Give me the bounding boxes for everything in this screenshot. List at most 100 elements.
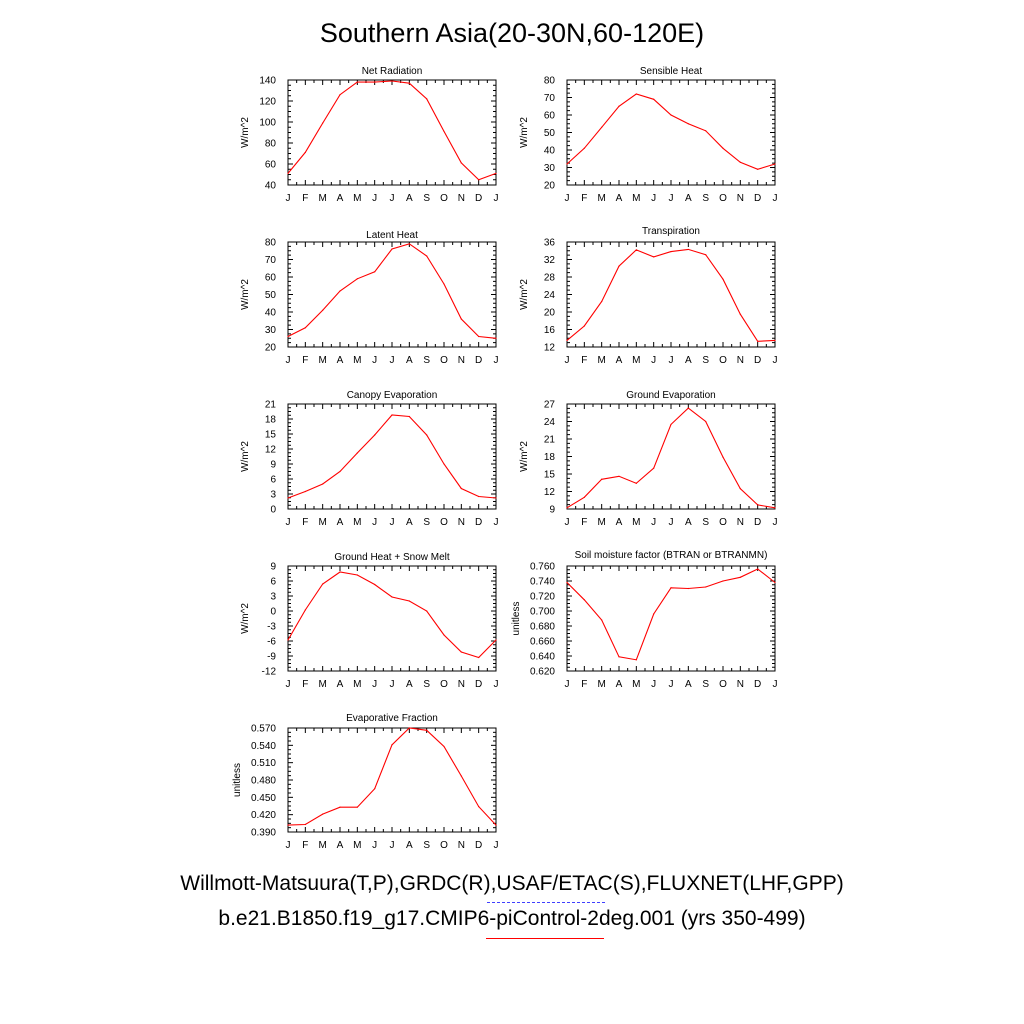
y-tick-label: 9: [270, 460, 276, 471]
data-point: [635, 482, 637, 484]
x-tick-label: J: [286, 355, 291, 366]
x-tick-label: S: [423, 840, 430, 851]
x-tick-label: A: [616, 355, 623, 366]
y-tick-label: 0.510: [251, 758, 276, 769]
data-point: [687, 407, 689, 409]
data-point: [687, 248, 689, 251]
data-point: [356, 278, 358, 280]
x-tick-label: F: [581, 517, 587, 528]
x-tick-label: J: [286, 193, 291, 204]
data-point: [408, 243, 410, 245]
x-tick-label: J: [773, 193, 778, 204]
y-axis-label: W/m^2: [240, 603, 251, 634]
x-tick-label: J: [651, 517, 656, 528]
y-tick-label: 0.570: [251, 724, 276, 735]
x-tick-label: A: [685, 193, 692, 204]
data-point: [478, 805, 480, 808]
y-tick-label: 120: [259, 97, 276, 108]
x-tick-label: A: [337, 517, 344, 528]
y-tick-label: 40: [265, 308, 277, 319]
y-tick-label: 20: [265, 343, 277, 354]
x-tick-label: D: [475, 517, 482, 528]
data-point: [722, 456, 724, 458]
data-point: [739, 313, 741, 315]
x-tick-label: M: [632, 193, 640, 204]
panel-title: Canopy Evaporation: [347, 390, 438, 401]
data-point: [426, 729, 428, 731]
y-tick-label: 60: [265, 160, 277, 171]
x-tick-label: D: [475, 840, 482, 851]
y-tick-label: 18: [544, 452, 556, 463]
data-point: [774, 339, 776, 342]
y-tick-label: 80: [265, 139, 277, 150]
x-tick-label: A: [337, 355, 344, 366]
data-point: [566, 507, 568, 509]
y-axis-label: W/m^2: [240, 117, 251, 148]
y-axis-label: unitless: [511, 602, 522, 636]
data-point: [391, 744, 393, 746]
data-point: [304, 609, 306, 611]
data-point: [287, 172, 289, 175]
legend-model-line: [486, 938, 604, 939]
data-point: [426, 255, 428, 257]
data-point: [374, 434, 376, 436]
data-point: [304, 823, 306, 826]
x-tick-label: N: [737, 355, 744, 366]
x-tick-label: J: [494, 517, 499, 528]
panel-title: Net Radiation: [362, 66, 423, 77]
x-tick-label: N: [458, 355, 465, 366]
data-point: [322, 309, 324, 311]
data-point: [443, 130, 445, 133]
data-point: [495, 824, 497, 826]
x-tick-label: N: [458, 679, 465, 690]
y-tick-label: 21: [265, 400, 277, 411]
data-point: [478, 656, 480, 659]
data-point: [722, 580, 724, 582]
data-point: [635, 93, 637, 95]
y-tick-label: 24: [544, 290, 556, 301]
y-tick-label: 0.420: [251, 810, 276, 821]
y-tick-label: 60: [265, 273, 277, 284]
data-point: [687, 123, 689, 125]
x-tick-label: S: [423, 355, 430, 366]
y-tick-label: 15: [265, 430, 277, 441]
data-point: [739, 161, 741, 163]
data-point: [583, 147, 585, 149]
y-axis-label: W/m^2: [519, 441, 530, 472]
data-point: [460, 775, 462, 777]
data-point: [583, 599, 585, 601]
data-point: [653, 256, 655, 258]
x-tick-label: J: [494, 840, 499, 851]
x-tick-label: J: [372, 193, 377, 204]
data-point: [583, 325, 585, 327]
x-tick-label: J: [494, 193, 499, 204]
series-line: [287, 414, 497, 499]
x-tick-label: S: [702, 193, 709, 204]
x-tick-label: S: [423, 517, 430, 528]
x-tick-label: J: [390, 193, 395, 204]
data-point: [774, 581, 776, 584]
data-point: [322, 583, 324, 585]
x-tick-label: M: [632, 355, 640, 366]
x-tick-label: A: [337, 679, 344, 690]
x-tick-label: J: [669, 517, 674, 528]
data-point: [460, 651, 462, 653]
data-point: [322, 122, 324, 124]
y-tick-label: 12: [544, 343, 556, 354]
y-tick-label: 24: [544, 417, 556, 428]
data-point: [374, 81, 376, 83]
y-tick-label: 12: [265, 445, 277, 456]
y-axis-label: W/m^2: [519, 279, 530, 310]
x-tick-label: A: [406, 355, 413, 366]
data-point: [635, 249, 637, 251]
x-tick-label: J: [565, 517, 570, 528]
x-tick-label: J: [372, 517, 377, 528]
x-tick-label: J: [372, 679, 377, 690]
x-tick-label: A: [685, 679, 692, 690]
x-tick-label: J: [390, 517, 395, 528]
x-tick-label: O: [719, 679, 727, 690]
x-tick-label: M: [318, 679, 326, 690]
data-point: [566, 339, 568, 342]
x-tick-label: D: [754, 679, 761, 690]
